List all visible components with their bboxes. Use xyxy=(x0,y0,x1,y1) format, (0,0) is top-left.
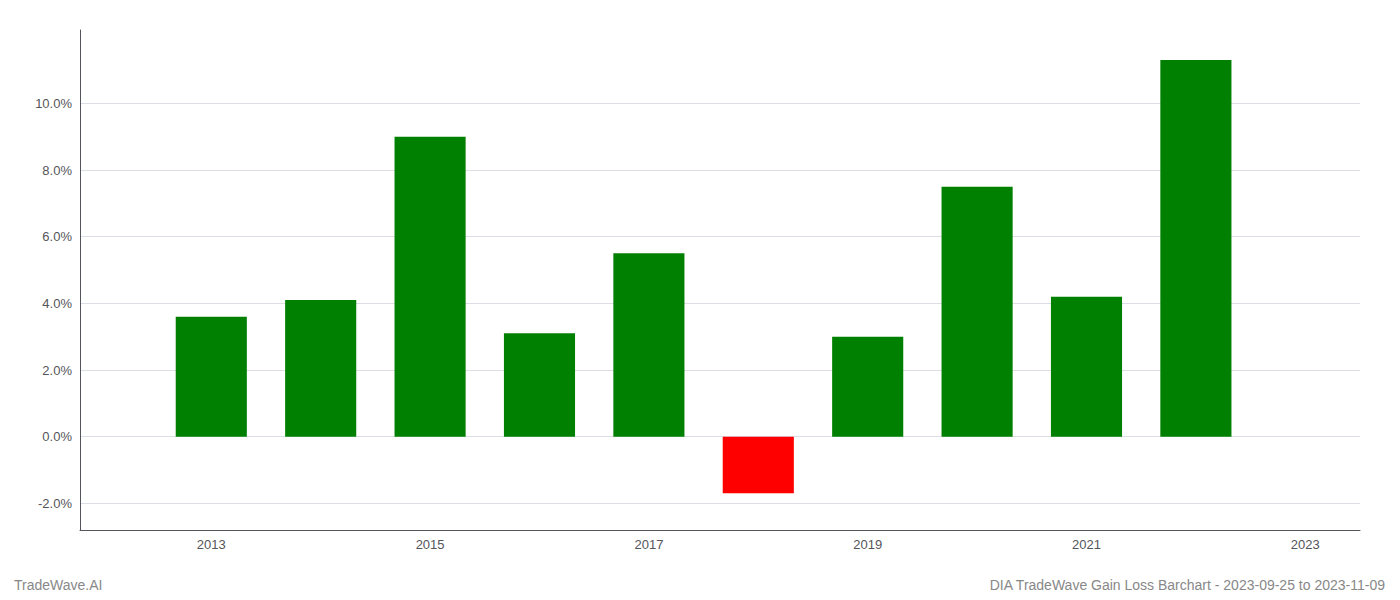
svg-text:2023: 2023 xyxy=(1291,537,1320,552)
svg-text:-2.0%: -2.0% xyxy=(38,496,72,511)
svg-text:DIA TradeWave Gain Loss Barcha: DIA TradeWave Gain Loss Barchart - 2023-… xyxy=(990,577,1386,593)
svg-text:TradeWave.AI: TradeWave.AI xyxy=(14,577,102,593)
svg-text:4.0%: 4.0% xyxy=(42,296,72,311)
svg-text:8.0%: 8.0% xyxy=(42,163,72,178)
svg-text:2019: 2019 xyxy=(853,537,882,552)
svg-text:6.0%: 6.0% xyxy=(42,229,72,244)
svg-text:2.0%: 2.0% xyxy=(42,363,72,378)
svg-text:2013: 2013 xyxy=(197,537,226,552)
svg-text:0.0%: 0.0% xyxy=(42,429,72,444)
svg-text:10.0%: 10.0% xyxy=(35,96,72,111)
svg-text:2017: 2017 xyxy=(634,537,663,552)
svg-text:2015: 2015 xyxy=(416,537,445,552)
svg-text:2021: 2021 xyxy=(1072,537,1101,552)
